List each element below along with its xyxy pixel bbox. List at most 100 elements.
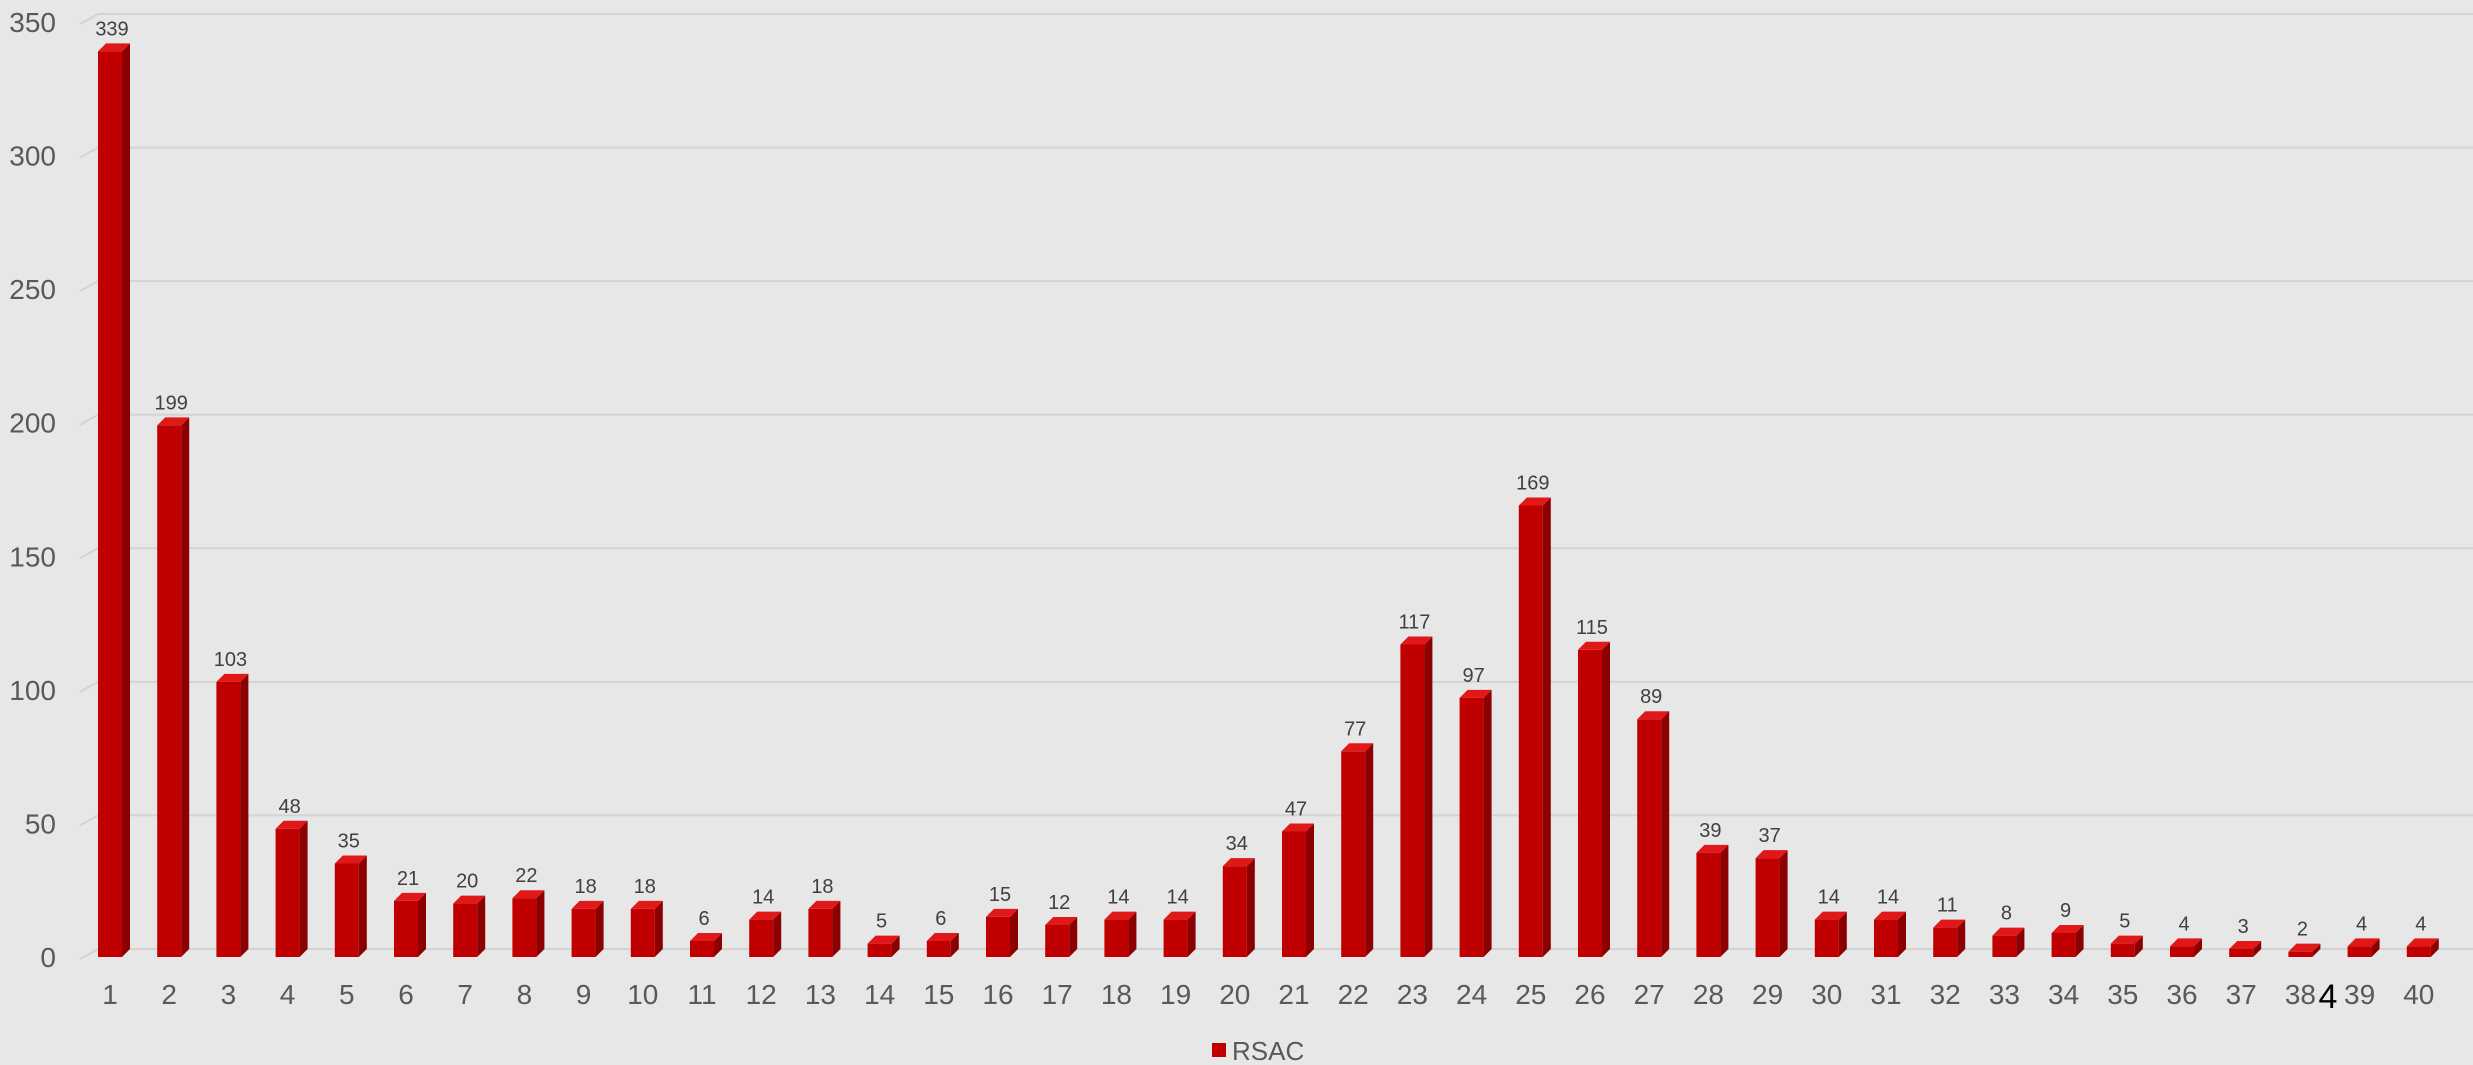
bar-top-29 (1755, 850, 1788, 859)
bar-6 (394, 892, 426, 957)
bar-front-26 (1578, 649, 1602, 957)
bar-side-24 (1483, 689, 1492, 957)
x-axis-ticks: 1 2 3 4 5 6 7 8 9 10 11 12 13 14 15 16 17 18 19 20 21 22 23 24 2… (102, 979, 2434, 1010)
x-tick-label-28: 28 (1693, 979, 1724, 1010)
bars (98, 43, 2439, 957)
x-tick-label-21: 21 (1278, 979, 1309, 1010)
bar-top-17 (1045, 916, 1078, 925)
bar-front-20 (1222, 866, 1247, 957)
bar-20 (1222, 858, 1255, 957)
x-tick-label-18: 18 (1101, 979, 1132, 1010)
bar-front-4 (275, 828, 300, 957)
bar-front-9 (571, 908, 596, 957)
bar-32 (1933, 919, 1966, 957)
bar-front-34 (2051, 932, 2076, 957)
bar-top-3 (216, 673, 249, 682)
data-label-34: 9 (2060, 900, 2071, 922)
bar-top-16 (986, 908, 1018, 917)
bar-12 (749, 911, 782, 957)
x-tick-label-39: 39 (2344, 979, 2375, 1010)
bar-top-25 (1518, 497, 1551, 506)
data-label-7: 20 (456, 871, 478, 893)
bar-17 (1045, 916, 1078, 957)
bar-top-22 (1341, 743, 1374, 752)
y-tick-label: 100 (9, 675, 56, 706)
bar-36 (2170, 938, 2202, 957)
data-label-1: 339 (95, 18, 128, 40)
bar-side-30 (1838, 911, 1847, 957)
x-tick-label-1: 1 (102, 979, 118, 1010)
bar-side-25 (1542, 497, 1551, 957)
x-tick-label-29: 29 (1752, 979, 1783, 1010)
bar-side-39 (2371, 938, 2380, 957)
bar-top-12 (749, 911, 782, 920)
data-label-4: 48 (278, 796, 300, 818)
bar-side-29 (1779, 850, 1788, 957)
y-tick-label: 350 (9, 7, 56, 38)
bar-top-9 (571, 900, 604, 909)
bar-front-2 (157, 425, 182, 957)
x-tick-label-16: 16 (982, 979, 1013, 1010)
legend: RSAC (1212, 1036, 1304, 1065)
x-tick-label-15: 15 (923, 979, 954, 1010)
data-label-2: 199 (155, 392, 188, 414)
bar-side-14 (891, 935, 900, 957)
x-tick-label-7: 7 (457, 979, 473, 1010)
bar-16 (986, 908, 1018, 957)
bar-top-28 (1696, 844, 1729, 853)
bar-27 (1637, 711, 1670, 957)
x-tick-label-11: 11 (687, 979, 716, 1010)
gridline-depth-300 (79, 146, 99, 159)
x-tick-label-35: 35 (2107, 979, 2138, 1010)
bar-side-10 (654, 900, 663, 957)
bar-top-24 (1459, 689, 1492, 698)
bar-front-1 (98, 51, 122, 957)
x-tick-label-5: 5 (339, 979, 355, 1010)
bar-side-6 (418, 892, 426, 957)
gridlines (79, 13, 2473, 960)
bar-side-23 (1424, 636, 1433, 957)
bar-front-40 (2406, 946, 2431, 957)
bar-top-7 (453, 895, 486, 904)
x-tick-label-38: 38 (2285, 979, 2316, 1010)
bar-21 (1282, 823, 1314, 957)
bar-side-37 (2253, 940, 2262, 957)
data-label-30: 14 (1818, 887, 1840, 909)
bar-side-31 (1898, 911, 1906, 957)
bar-15 (926, 932, 959, 957)
data-label-22: 77 (1344, 718, 1366, 740)
data-label-3: 103 (214, 649, 247, 671)
data-label-27: 89 (1640, 686, 1662, 708)
bar-front-15 (926, 940, 951, 957)
bar-side-12 (773, 911, 782, 957)
bar-front-36 (2170, 946, 2194, 957)
x-tick-label-17: 17 (1042, 979, 1073, 1010)
bar-front-39 (2347, 946, 2372, 957)
bar-top-11 (690, 932, 722, 941)
x-tick-label-40: 40 (2403, 979, 2434, 1010)
data-label-18: 14 (1107, 887, 1129, 909)
gridline-depth-250 (79, 280, 99, 293)
data-label-10: 18 (634, 876, 656, 898)
bar-top-36 (2170, 938, 2202, 947)
bar-5 (334, 855, 367, 957)
bar-side-16 (1010, 908, 1018, 957)
bar-side-9 (595, 900, 604, 957)
x-tick-label-19: 19 (1160, 979, 1191, 1010)
bar-top-21 (1282, 823, 1314, 832)
bar-front-8 (512, 898, 537, 957)
data-label-33: 8 (2001, 903, 2012, 925)
data-label-15: 6 (935, 908, 946, 930)
bar-front-28 (1696, 852, 1721, 957)
bar-front-5 (334, 863, 359, 957)
bar-front-37 (2229, 948, 2254, 957)
bar-top-8 (512, 890, 545, 899)
x-tick-label-33: 33 (1989, 979, 2020, 1010)
x-tick-label-13: 13 (805, 979, 836, 1010)
data-label-20: 34 (1226, 833, 1248, 855)
data-label-19: 14 (1166, 887, 1188, 909)
bar-35 (2110, 935, 2143, 957)
bar-top-4 (275, 820, 308, 829)
bar-top-5 (334, 855, 367, 864)
x-tick-label-8: 8 (517, 979, 533, 1010)
